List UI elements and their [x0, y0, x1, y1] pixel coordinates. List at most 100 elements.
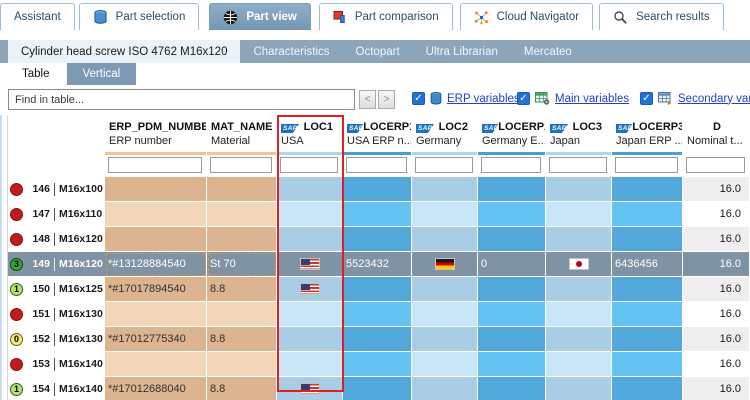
- cell-locerp2-152[interactable]: [478, 327, 546, 352]
- cell-loc3-146[interactable]: [546, 177, 612, 202]
- doc-tab-cylinder-head-screw-iso-4762-m16x120[interactable]: Cylinder head screw ISO 4762 M16x120: [8, 40, 241, 63]
- cell-d-146[interactable]: 16.0: [683, 177, 750, 202]
- cell-mat-name-151[interactable]: [207, 302, 277, 327]
- cell-mat-name-152[interactable]: 8.8: [207, 327, 277, 352]
- filter-input-loc3[interactable]: [549, 157, 607, 173]
- column-header-d[interactable]: D Nominal t...: [683, 115, 750, 155]
- cell-loc2-154[interactable]: [412, 377, 478, 400]
- column-header-locerp1[interactable]: SAP LOCERP1 USA ERP n...: [343, 115, 412, 155]
- cell-d-150[interactable]: 16.0: [683, 277, 750, 302]
- doc-tab-octopart[interactable]: Octopart: [355, 45, 400, 58]
- cell-loc3-150[interactable]: [546, 277, 612, 302]
- filter-input-locerp1[interactable]: [346, 157, 407, 173]
- table-row-153[interactable]: 153 M16x140 16.0: [0, 352, 750, 377]
- cell-locerp3-150[interactable]: [612, 277, 683, 302]
- cell-loc1-151[interactable]: [277, 302, 343, 327]
- secondary-varia-checkbox[interactable]: ✓: [640, 92, 653, 105]
- cell-locerp1-149[interactable]: 5523432: [343, 252, 412, 277]
- tab-assistant[interactable]: Assistant: [0, 3, 75, 30]
- cell-loc2-153[interactable]: [412, 352, 478, 377]
- cell-locerp2-151[interactable]: [478, 302, 546, 327]
- cell-locerp3-149[interactable]: 6436456: [612, 252, 683, 277]
- tab-part-view[interactable]: Part view: [209, 3, 311, 30]
- cell-loc3-149[interactable]: [546, 252, 612, 277]
- doc-tab-mercateo[interactable]: Mercateo: [523, 45, 572, 58]
- cell-d-151[interactable]: 16.0: [683, 302, 750, 327]
- cell-locerp3-147[interactable]: [612, 202, 683, 227]
- cell-locerp2-146[interactable]: [478, 177, 546, 202]
- cell-locerp2-148[interactable]: [478, 227, 546, 252]
- filter-input-d[interactable]: [686, 157, 745, 173]
- row-header-153[interactable]: 153 M16x140: [8, 352, 105, 377]
- cell-locerp1-153[interactable]: [343, 352, 412, 377]
- cell-loc2-146[interactable]: [412, 177, 478, 202]
- filter-input-loc2[interactable]: [415, 157, 473, 173]
- cell-loc3-148[interactable]: [546, 227, 612, 252]
- column-header-locerp3[interactable]: SAP LOCERP3 Japan ERP ...: [612, 115, 683, 155]
- cell-loc2-147[interactable]: [412, 202, 478, 227]
- cell-loc3-147[interactable]: [546, 202, 612, 227]
- cell-loc1-147[interactable]: [277, 202, 343, 227]
- cell-locerp3-148[interactable]: [612, 227, 683, 252]
- cell-loc3-151[interactable]: [546, 302, 612, 327]
- view-tab-table[interactable]: Table: [8, 63, 64, 85]
- column-header-mat-name[interactable]: MAT_NAME Material: [207, 115, 277, 155]
- cell-locerp1-154[interactable]: [343, 377, 412, 400]
- column-header-locerp2[interactable]: SAP LOCERP2 Germany E...: [478, 115, 546, 155]
- tab-part-comparison[interactable]: Part comparison: [318, 3, 453, 30]
- cell-erp-pdm-number-150[interactable]: *#17017894540: [105, 277, 207, 302]
- tab-cloud-navigator[interactable]: Cloud Navigator: [459, 3, 594, 30]
- find-previous-button[interactable]: <: [359, 90, 376, 109]
- cell-mat-name-154[interactable]: 8.8: [207, 377, 277, 400]
- row-header-152[interactable]: 0 152 M16x130: [8, 327, 105, 352]
- cell-mat-name-147[interactable]: [207, 202, 277, 227]
- doc-tab-characteristics[interactable]: Characteristics: [253, 45, 330, 58]
- cell-locerp2-149[interactable]: 0: [478, 252, 546, 277]
- table-row-148[interactable]: 148 M16x120 16.0: [0, 227, 750, 252]
- main-variables-checkbox[interactable]: ✓: [517, 92, 530, 105]
- row-header-147[interactable]: 147 M16x110: [8, 202, 105, 227]
- column-header-loc2[interactable]: SAP LOC2 Germany: [412, 115, 478, 155]
- cell-locerp2-154[interactable]: [478, 377, 546, 400]
- table-row-154[interactable]: 1 154 M16x140 *#17012688040 8.8 16.0: [0, 377, 750, 400]
- cell-d-148[interactable]: 16.0: [683, 227, 750, 252]
- table-row-152[interactable]: 0 152 M16x130 *#17012775340 8.8 16.0: [0, 327, 750, 352]
- view-tab-vertical[interactable]: Vertical: [66, 63, 137, 85]
- cell-mat-name-148[interactable]: [207, 227, 277, 252]
- column-header-loc1[interactable]: SAP LOC1 USA: [277, 115, 343, 155]
- doc-tab-ultra-librarian[interactable]: Ultra Librarian: [425, 45, 498, 58]
- cell-locerp1-148[interactable]: [343, 227, 412, 252]
- table-row-149[interactable]: 3 149 M16x120 *#13128884540 St 70 5523432 0 643…: [0, 252, 750, 277]
- row-header-149[interactable]: 3 149 M16x120: [8, 252, 105, 277]
- cell-locerp3-153[interactable]: [612, 352, 683, 377]
- cell-locerp1-152[interactable]: [343, 327, 412, 352]
- cell-loc2-150[interactable]: [412, 277, 478, 302]
- filter-input-mat-name[interactable]: [210, 157, 272, 173]
- row-header-148[interactable]: 148 M16x120: [8, 227, 105, 252]
- cell-loc1-154[interactable]: [277, 377, 343, 400]
- cell-mat-name-149[interactable]: St 70: [207, 252, 277, 277]
- cell-loc1-150[interactable]: [277, 277, 343, 302]
- table-row-151[interactable]: 151 M16x130 16.0: [0, 302, 750, 327]
- cell-erp-pdm-number-147[interactable]: [105, 202, 207, 227]
- table-row-150[interactable]: 1 150 M16x125 *#17017894540 8.8 16.0: [0, 277, 750, 302]
- cell-loc3-152[interactable]: [546, 327, 612, 352]
- table-row-147[interactable]: 147 M16x110 16.0: [0, 202, 750, 227]
- cell-locerp2-153[interactable]: [478, 352, 546, 377]
- cell-loc1-153[interactable]: [277, 352, 343, 377]
- cell-erp-pdm-number-148[interactable]: [105, 227, 207, 252]
- cell-loc2-149[interactable]: [412, 252, 478, 277]
- cell-erp-pdm-number-149[interactable]: *#13128884540: [105, 252, 207, 277]
- cell-locerp3-154[interactable]: [612, 377, 683, 400]
- row-header-154[interactable]: 1 154 M16x140: [8, 377, 105, 400]
- cell-d-152[interactable]: 16.0: [683, 327, 750, 352]
- find-in-table-input[interactable]: [8, 89, 355, 110]
- cell-erp-pdm-number-152[interactable]: *#17012775340: [105, 327, 207, 352]
- row-header-151[interactable]: 151 M16x130: [8, 302, 105, 327]
- filter-input-erp-pdm-number[interactable]: [108, 157, 202, 173]
- cell-erp-pdm-number-154[interactable]: *#17012688040: [105, 377, 207, 400]
- column-header-erp-pdm-number[interactable]: ERP_PDM_NUMBER ERP number: [105, 115, 207, 155]
- cell-locerp2-150[interactable]: [478, 277, 546, 302]
- cell-locerp3-151[interactable]: [612, 302, 683, 327]
- cell-d-153[interactable]: 16.0: [683, 352, 750, 377]
